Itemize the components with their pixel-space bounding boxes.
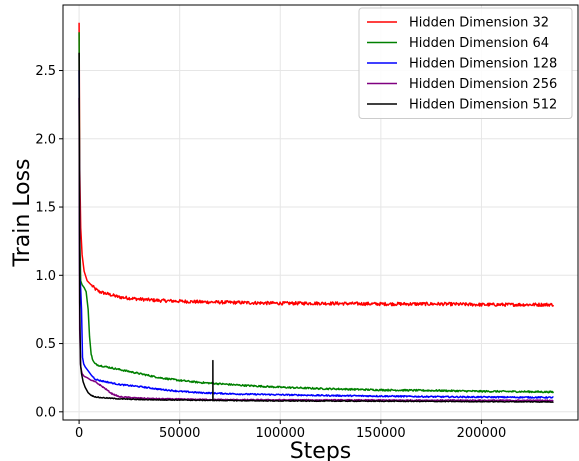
y-tick-label: 1.0: [35, 269, 56, 284]
axis-ticks: 0 50000 100000 150000 200000 0.0 0.5 1.0 1.5 2.0 2…: [35, 64, 506, 441]
plot-frame: [62, 4, 579, 421]
series-line-0: [78, 22, 555, 308]
legend-label: Hidden Dimension 128: [409, 57, 557, 72]
legend-label: Hidden Dimension 64: [409, 36, 549, 51]
y-tick-label: 2.0: [35, 132, 56, 147]
x-axis-label: Steps: [290, 439, 352, 461]
x-tick-label: 50000: [159, 426, 200, 441]
series-layer: [78, 22, 555, 403]
y-tick-label: 1.5: [35, 201, 56, 216]
legend-label: Hidden Dimension 512: [409, 98, 557, 113]
y-tick-label: 0.0: [35, 405, 56, 420]
legend: Hidden Dimension 32 Hidden Dimension 64 Hi…: [358, 7, 573, 119]
x-tick-label: 0: [75, 426, 83, 441]
series-line-2: [78, 70, 554, 399]
x-tick-label: 100000: [255, 426, 305, 441]
y-tick-label: 2.5: [35, 64, 56, 79]
legend-label: Hidden Dimension 32: [409, 16, 549, 31]
series-line-4: [78, 52, 554, 403]
legend-box: [358, 7, 573, 119]
x-tick-label: 150000: [356, 426, 406, 441]
y-axis-label: Train Loss: [10, 158, 35, 267]
series-line-1: [78, 32, 555, 394]
legend-label: Hidden Dimension 256: [409, 77, 557, 92]
x-tick-label: 200000: [457, 426, 507, 441]
y-tick-label: 0.5: [35, 337, 56, 352]
